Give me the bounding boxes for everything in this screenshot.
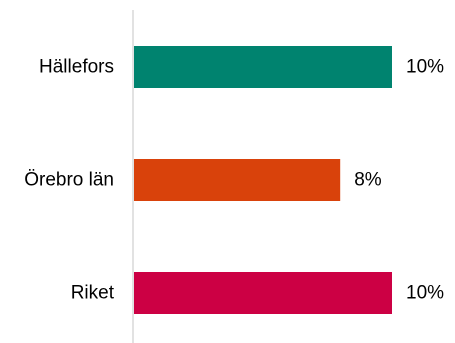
category-label-0: Hällefors (39, 57, 114, 78)
category-label-2: Riket (71, 283, 115, 304)
value-label-0: 10% (406, 57, 444, 78)
value-labels-group: 10% 8% 10% (354, 57, 444, 304)
value-label-1: 8% (354, 170, 382, 191)
category-label-1: Örebro län (24, 170, 114, 191)
bar-1 (134, 159, 341, 201)
bars-group (134, 46, 392, 314)
value-label-2: 10% (406, 283, 444, 304)
bar-2 (134, 272, 392, 314)
category-labels-group: Hällefors Örebro län Riket (24, 57, 114, 304)
bar-0 (134, 46, 392, 88)
